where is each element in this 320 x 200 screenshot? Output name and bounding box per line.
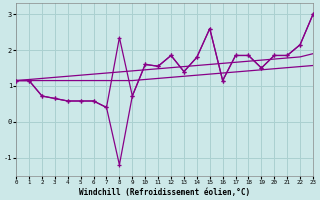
X-axis label: Windchill (Refroidissement éolien,°C): Windchill (Refroidissement éolien,°C)	[79, 188, 250, 197]
